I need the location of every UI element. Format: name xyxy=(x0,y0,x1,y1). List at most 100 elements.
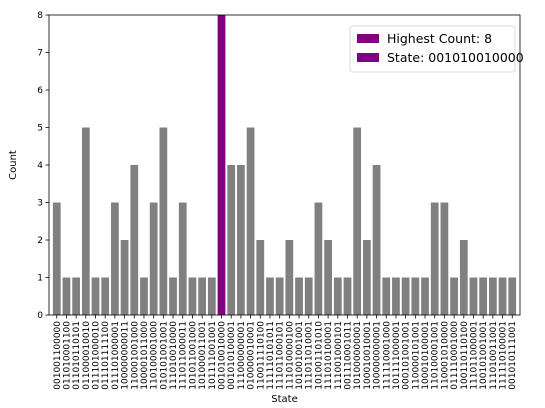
x-tick-label: 101001101010 xyxy=(314,321,324,390)
legend: Highest Count: 8 State: 001010010000 xyxy=(349,25,524,73)
bar-011010001100 xyxy=(62,277,71,315)
bar-101000000001 xyxy=(353,127,362,315)
x-tick-label: 111110101011 xyxy=(266,321,276,390)
x-tick-label: 101011001000 xyxy=(188,321,198,390)
bar-100101001001 xyxy=(479,277,488,315)
bar-100010010001 xyxy=(363,240,371,315)
bar-110000101001 xyxy=(411,277,420,315)
bar-101000011001 xyxy=(198,277,206,315)
y-tick-label: 8 xyxy=(37,11,43,21)
bar-111010011001 xyxy=(488,277,497,315)
x-tick-label: 101111001001 xyxy=(208,321,218,390)
bar-001010100001 xyxy=(227,165,236,315)
x-tick-label: 100101001001 xyxy=(479,321,489,390)
x-ticks: 001001100000 011010001100 011010110101 0110… xyxy=(53,315,518,390)
x-tick-label: 111110100001 xyxy=(499,321,509,390)
bar-111010000100 xyxy=(285,240,294,315)
bar-110100001001 xyxy=(430,202,439,315)
bars-group xyxy=(52,15,517,315)
bar-111011010001 xyxy=(304,277,313,315)
y-tick-label: 1 xyxy=(37,274,43,284)
x-tick-label: 110000101001 xyxy=(411,321,421,390)
bar-101001001001 xyxy=(295,277,303,315)
bar-111010010000 xyxy=(169,277,177,315)
x-tick-label: 011010001100 xyxy=(62,321,72,390)
legend-box xyxy=(349,25,516,73)
x-tick-label: 011110001000 xyxy=(450,321,460,390)
bar-111000000001 xyxy=(237,165,245,315)
bar-100000000011 xyxy=(120,240,129,315)
x-tick-label: 111011010001 xyxy=(305,321,315,390)
legend-swatch-highest-count xyxy=(357,34,379,43)
x-tick-label: 111011000001 xyxy=(469,321,479,390)
x-tick-label: 100000000011 xyxy=(121,321,131,390)
x-tick-label: 111010100001 xyxy=(324,321,334,390)
bar-101111000001 xyxy=(392,277,400,315)
x-tick-label: 001110001011 xyxy=(343,321,353,390)
x-tick-label: 110100001000 xyxy=(150,321,160,390)
x-tick-label: 011010110101 xyxy=(72,321,82,390)
bar-011010110101 xyxy=(72,277,81,315)
x-axis-label: State xyxy=(271,394,297,405)
y-tick-label: 0 xyxy=(37,311,43,321)
y-tick-label: 6 xyxy=(37,86,43,96)
x-tick-label: 110011110100 xyxy=(256,321,266,390)
bar-111110101011 xyxy=(266,277,274,315)
x-tick-label: 010101001001 xyxy=(159,321,169,390)
bar-011101111100 xyxy=(101,277,110,315)
bar-100001011000 xyxy=(140,277,148,315)
bar-111011000011 xyxy=(178,202,187,315)
bar-111010100001 xyxy=(324,240,332,315)
y-tick-label: 4 xyxy=(37,161,43,171)
bar-101011001000 xyxy=(188,277,197,315)
x-tick-label: 111001000101 xyxy=(334,321,344,390)
x-tick-label: 001010010000 xyxy=(218,321,228,390)
legend-swatch-state xyxy=(357,53,379,62)
plot-frame xyxy=(48,14,521,316)
bar-110001010000 xyxy=(440,202,449,315)
x-tick-label: 000101001001 xyxy=(402,321,412,390)
bar-110001001000 xyxy=(130,165,139,315)
y-ticks: 0 1 2 3 4 5 6 7 8 xyxy=(37,11,49,321)
x-tick-label: 100010100001 xyxy=(421,321,431,390)
bar-111110100001 xyxy=(498,277,507,315)
y-tick-label: 5 xyxy=(37,124,43,134)
x-tick-label: 101111000001 xyxy=(392,321,402,390)
x-tick-label: 101000011001 xyxy=(198,321,208,390)
x-tick-label: 110001001000 xyxy=(130,321,140,390)
x-tick-label: 100010010001 xyxy=(363,321,373,390)
bar-010101001001 xyxy=(159,127,168,315)
x-tick-label: 010000010001 xyxy=(247,321,257,390)
x-tick-label: 011101111100 xyxy=(101,321,111,390)
x-tick-label: 110100001001 xyxy=(431,321,441,390)
x-tick-label: 001010100001 xyxy=(227,321,237,390)
bar-110100001000 xyxy=(149,202,158,315)
bar-110011110100 xyxy=(256,240,265,315)
x-tick-label: 100001011000 xyxy=(140,321,150,390)
x-tick-label: 111000000001 xyxy=(237,321,247,390)
x-tick-label: 011101000001 xyxy=(111,321,121,390)
bar-111011000101 xyxy=(275,277,284,315)
x-tick-label: 011101000010 xyxy=(92,321,102,390)
bar-001010010000 xyxy=(217,15,226,315)
bar-101111001001 xyxy=(207,277,216,315)
legend-entry-highest-count: Highest Count: 8 xyxy=(387,31,492,46)
bar-011110001000 xyxy=(450,277,458,315)
bar-001010111001 xyxy=(508,277,517,315)
x-tick-label: 001001100000 xyxy=(53,321,63,390)
y-tick-label: 3 xyxy=(37,199,43,209)
bar-011101000001 xyxy=(111,202,119,315)
legend-entry-state: State: 001010010000 xyxy=(387,50,524,65)
bar-001110001011 xyxy=(343,277,352,315)
x-tick-label: 100000000001 xyxy=(373,321,383,390)
x-tick-label: 100110110100 xyxy=(460,321,470,390)
bar-111110001000 xyxy=(382,277,391,315)
bar-100110110100 xyxy=(459,240,468,315)
x-tick-label: 011000010010 xyxy=(82,321,92,390)
bar-001001100000 xyxy=(52,202,61,315)
bar-100000000001 xyxy=(372,165,381,315)
y-tick-label: 7 xyxy=(37,49,43,59)
bar-011000010010 xyxy=(81,127,90,315)
bar-000101001001 xyxy=(401,277,410,315)
